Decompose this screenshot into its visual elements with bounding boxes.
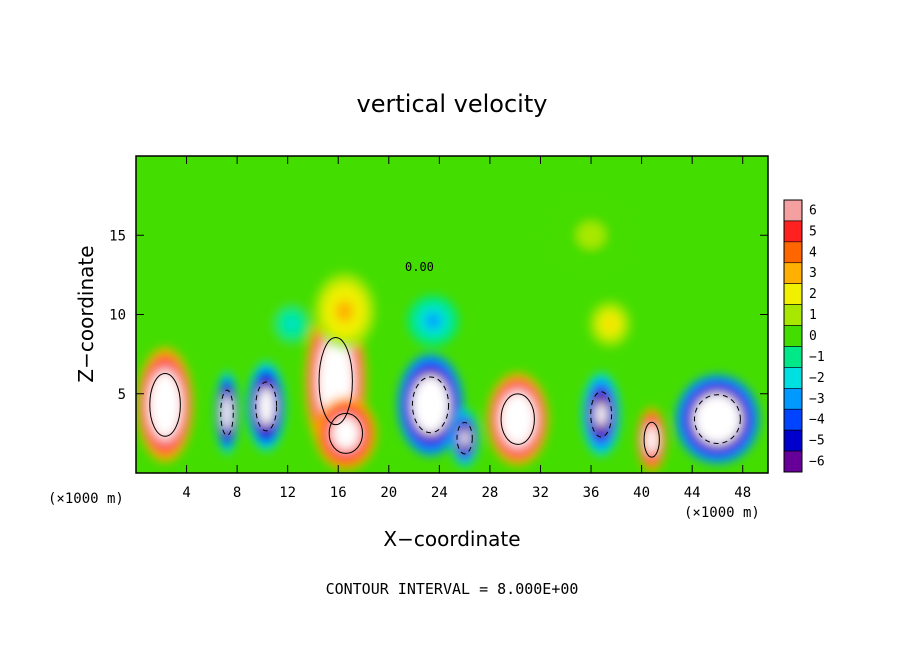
colorbar-swatch — [783, 408, 803, 431]
field-ring — [225, 406, 229, 419]
x-tick-label: 32 — [532, 485, 549, 501]
x-tick-label: 24 — [431, 485, 448, 501]
field-cell — [407, 295, 459, 347]
chart-title: vertical velocity — [357, 90, 548, 118]
colorbar: 6 5 4 3 2 1 0 −1 −2 −3 −4 −5 −6 — [783, 199, 825, 473]
colorbar-swatch — [783, 325, 803, 347]
positive-contour — [500, 393, 535, 445]
field-ring — [288, 321, 295, 327]
field-cell — [247, 362, 286, 451]
x-tick-label: 16 — [330, 485, 347, 501]
field-ring — [583, 228, 599, 243]
colorbar-label: 4 — [809, 245, 817, 260]
colorbar-swatch — [783, 304, 803, 326]
velocity-field — [137, 187, 760, 472]
colorbar-label: −2 — [809, 371, 825, 386]
contour-lines — [149, 336, 741, 458]
colorbar-label: 5 — [809, 224, 817, 239]
field-ring — [711, 412, 724, 426]
colorbar-label: 1 — [809, 308, 817, 323]
y-tick-label: 5 — [118, 387, 126, 403]
field-ring — [340, 305, 349, 317]
negative-contour — [693, 394, 741, 445]
positive-contour — [643, 421, 660, 458]
colorbar-swatch — [783, 367, 803, 389]
colorbar-label: 2 — [809, 287, 817, 302]
field-ring — [598, 408, 604, 421]
field-cell — [315, 396, 377, 470]
field-ring — [161, 396, 170, 413]
colorbar-swatch — [783, 388, 803, 410]
y-axis-title: Z−coordinate — [74, 245, 98, 382]
colorbar-label: 3 — [809, 266, 817, 281]
field-cell — [582, 373, 621, 456]
colorbar-swatch — [783, 220, 803, 243]
field-cell — [137, 347, 193, 462]
colorbar-label: −6 — [809, 455, 825, 470]
field-cell — [540, 187, 642, 283]
x-tick-label: 20 — [380, 485, 397, 501]
field-cell — [450, 409, 479, 467]
negative-contour — [590, 391, 613, 438]
negative-contour — [456, 421, 473, 455]
y-axis: 5 10 15 — [109, 228, 768, 403]
colorbar-label: −4 — [809, 413, 825, 428]
field-ring — [425, 397, 436, 413]
negative-contour — [220, 389, 234, 436]
field-cell — [589, 301, 631, 347]
x-tick-label: 12 — [279, 485, 296, 501]
x-tick-label: 48 — [734, 485, 751, 501]
field-ring — [513, 412, 523, 426]
field-cell — [397, 354, 464, 456]
field-cell — [675, 374, 760, 464]
contour-label: 0.00 — [405, 260, 434, 274]
x-unit-left: (×1000 m) — [48, 491, 124, 507]
field-cell — [215, 371, 239, 454]
field-ring — [341, 428, 351, 439]
field-ring — [649, 435, 654, 445]
field-cell — [487, 373, 549, 466]
negative-contour — [255, 381, 278, 432]
contour-interval-note: CONTOUR INTERVAL = 8.000E+00 — [326, 580, 579, 598]
colorbar-frame — [783, 199, 803, 473]
y-tick-label: 15 — [109, 228, 126, 244]
x-axis-title: X−coordinate — [383, 527, 520, 551]
colorbar-label: 0 — [809, 329, 817, 344]
field-ring — [607, 320, 613, 328]
colorbar-swatch — [783, 262, 803, 284]
colorbar-swatch — [783, 429, 803, 452]
field-cell — [272, 303, 311, 345]
negative-contour — [411, 376, 450, 434]
positive-contour — [318, 336, 353, 426]
x-unit-right: (×1000 m) — [684, 505, 760, 521]
positive-contour — [328, 412, 364, 454]
field-cell — [637, 408, 666, 472]
x-tick-label: 36 — [583, 485, 600, 501]
x-tick-label: 44 — [684, 485, 701, 501]
x-tick-label: 4 — [182, 485, 190, 501]
field-ring — [263, 400, 269, 413]
field-cell — [314, 273, 375, 350]
positive-contour — [149, 372, 181, 437]
colorbar-swatch — [783, 346, 803, 368]
colorbar-label: −3 — [809, 392, 825, 407]
field-ring — [331, 369, 341, 393]
x-axis: 4 8 12 16 20 24 28 32 36 40 44 48 — [182, 156, 751, 501]
field-ring — [429, 317, 437, 325]
x-tick-label: 40 — [633, 485, 650, 501]
y-tick-label: 10 — [109, 308, 126, 324]
plot-area — [136, 156, 768, 473]
colorbar-swatch — [783, 241, 803, 264]
colorbar-label: 6 — [809, 203, 817, 218]
x-tick-label: 28 — [481, 485, 498, 501]
colorbar-label: −1 — [809, 350, 825, 365]
colorbar-label: −5 — [809, 434, 825, 449]
field-ring — [462, 434, 467, 443]
colorbar-swatch — [783, 199, 803, 222]
colorbar-swatch — [783, 283, 803, 305]
x-tick-label: 8 — [233, 485, 241, 501]
colorbar-swatch — [783, 450, 803, 473]
